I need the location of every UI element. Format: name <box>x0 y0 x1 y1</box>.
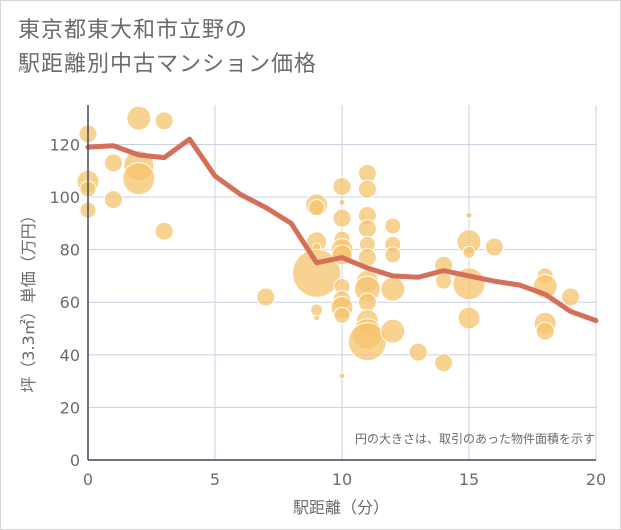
data-bubble <box>408 342 428 362</box>
data-bubble <box>357 292 377 312</box>
data-bubble <box>338 372 346 380</box>
data-bubble <box>535 321 555 341</box>
data-bubble <box>333 306 351 324</box>
y-tick-label: 120 <box>49 135 80 154</box>
y-tick-label: 60 <box>60 293 80 312</box>
data-bubble <box>380 318 406 344</box>
data-bubble <box>310 303 324 317</box>
data-bubble <box>380 276 406 302</box>
data-bubble <box>384 217 402 235</box>
data-bubble <box>154 221 174 241</box>
x-tick-label: 20 <box>586 470 606 489</box>
data-bubble <box>308 199 326 217</box>
data-bubble <box>154 111 174 131</box>
bubble-layer <box>76 105 581 380</box>
x-tick-label: 5 <box>210 470 220 489</box>
data-bubble <box>357 179 377 199</box>
data-bubble <box>256 287 276 307</box>
data-bubble <box>465 211 473 219</box>
chart-title: 東京都東大和市立野の 駅距離別中古マンション価格 <box>18 14 438 82</box>
y-tick-label: 0 <box>70 451 80 470</box>
x-tick-label: 10 <box>332 470 352 489</box>
data-bubble <box>434 353 454 373</box>
average-price-line <box>85 136 599 324</box>
y-tick-label: 80 <box>60 241 80 260</box>
data-bubble <box>126 105 152 131</box>
bubble-size-note: 円の大きさは、取引のあった物件面積を示す <box>355 431 595 446</box>
chart-title-line2: 駅距離別中古マンション価格 <box>18 52 318 77</box>
data-bubble <box>462 245 476 259</box>
y-tick-label: 40 <box>60 346 80 365</box>
axes: 0 20 40 60 80 100 120 0 5 10 15 20 <box>49 105 606 489</box>
data-bubble <box>103 153 123 173</box>
y-tick-label: 20 <box>60 398 80 417</box>
data-bubble <box>357 219 377 239</box>
x-tick-label: 0 <box>83 470 93 489</box>
data-bubble <box>435 272 453 290</box>
trend-line-layer <box>85 136 599 324</box>
y-axis-title: 坪（3.3㎡）単価（万円） <box>19 207 38 392</box>
data-bubble <box>122 162 156 196</box>
x-axis-title: 駅距離（分） <box>293 498 389 517</box>
data-bubble <box>484 237 504 257</box>
chart-title-line1: 東京都東大和市立野の <box>18 18 249 43</box>
data-bubble <box>338 198 346 206</box>
data-bubble <box>384 246 402 264</box>
data-bubble <box>457 306 481 330</box>
data-bubble <box>103 190 123 210</box>
data-bubble <box>332 208 352 228</box>
x-tick-label: 15 <box>459 470 479 489</box>
y-tick-label: 100 <box>49 188 80 207</box>
data-bubble <box>332 177 352 197</box>
data-bubble <box>561 287 581 307</box>
data-bubble <box>313 314 321 322</box>
